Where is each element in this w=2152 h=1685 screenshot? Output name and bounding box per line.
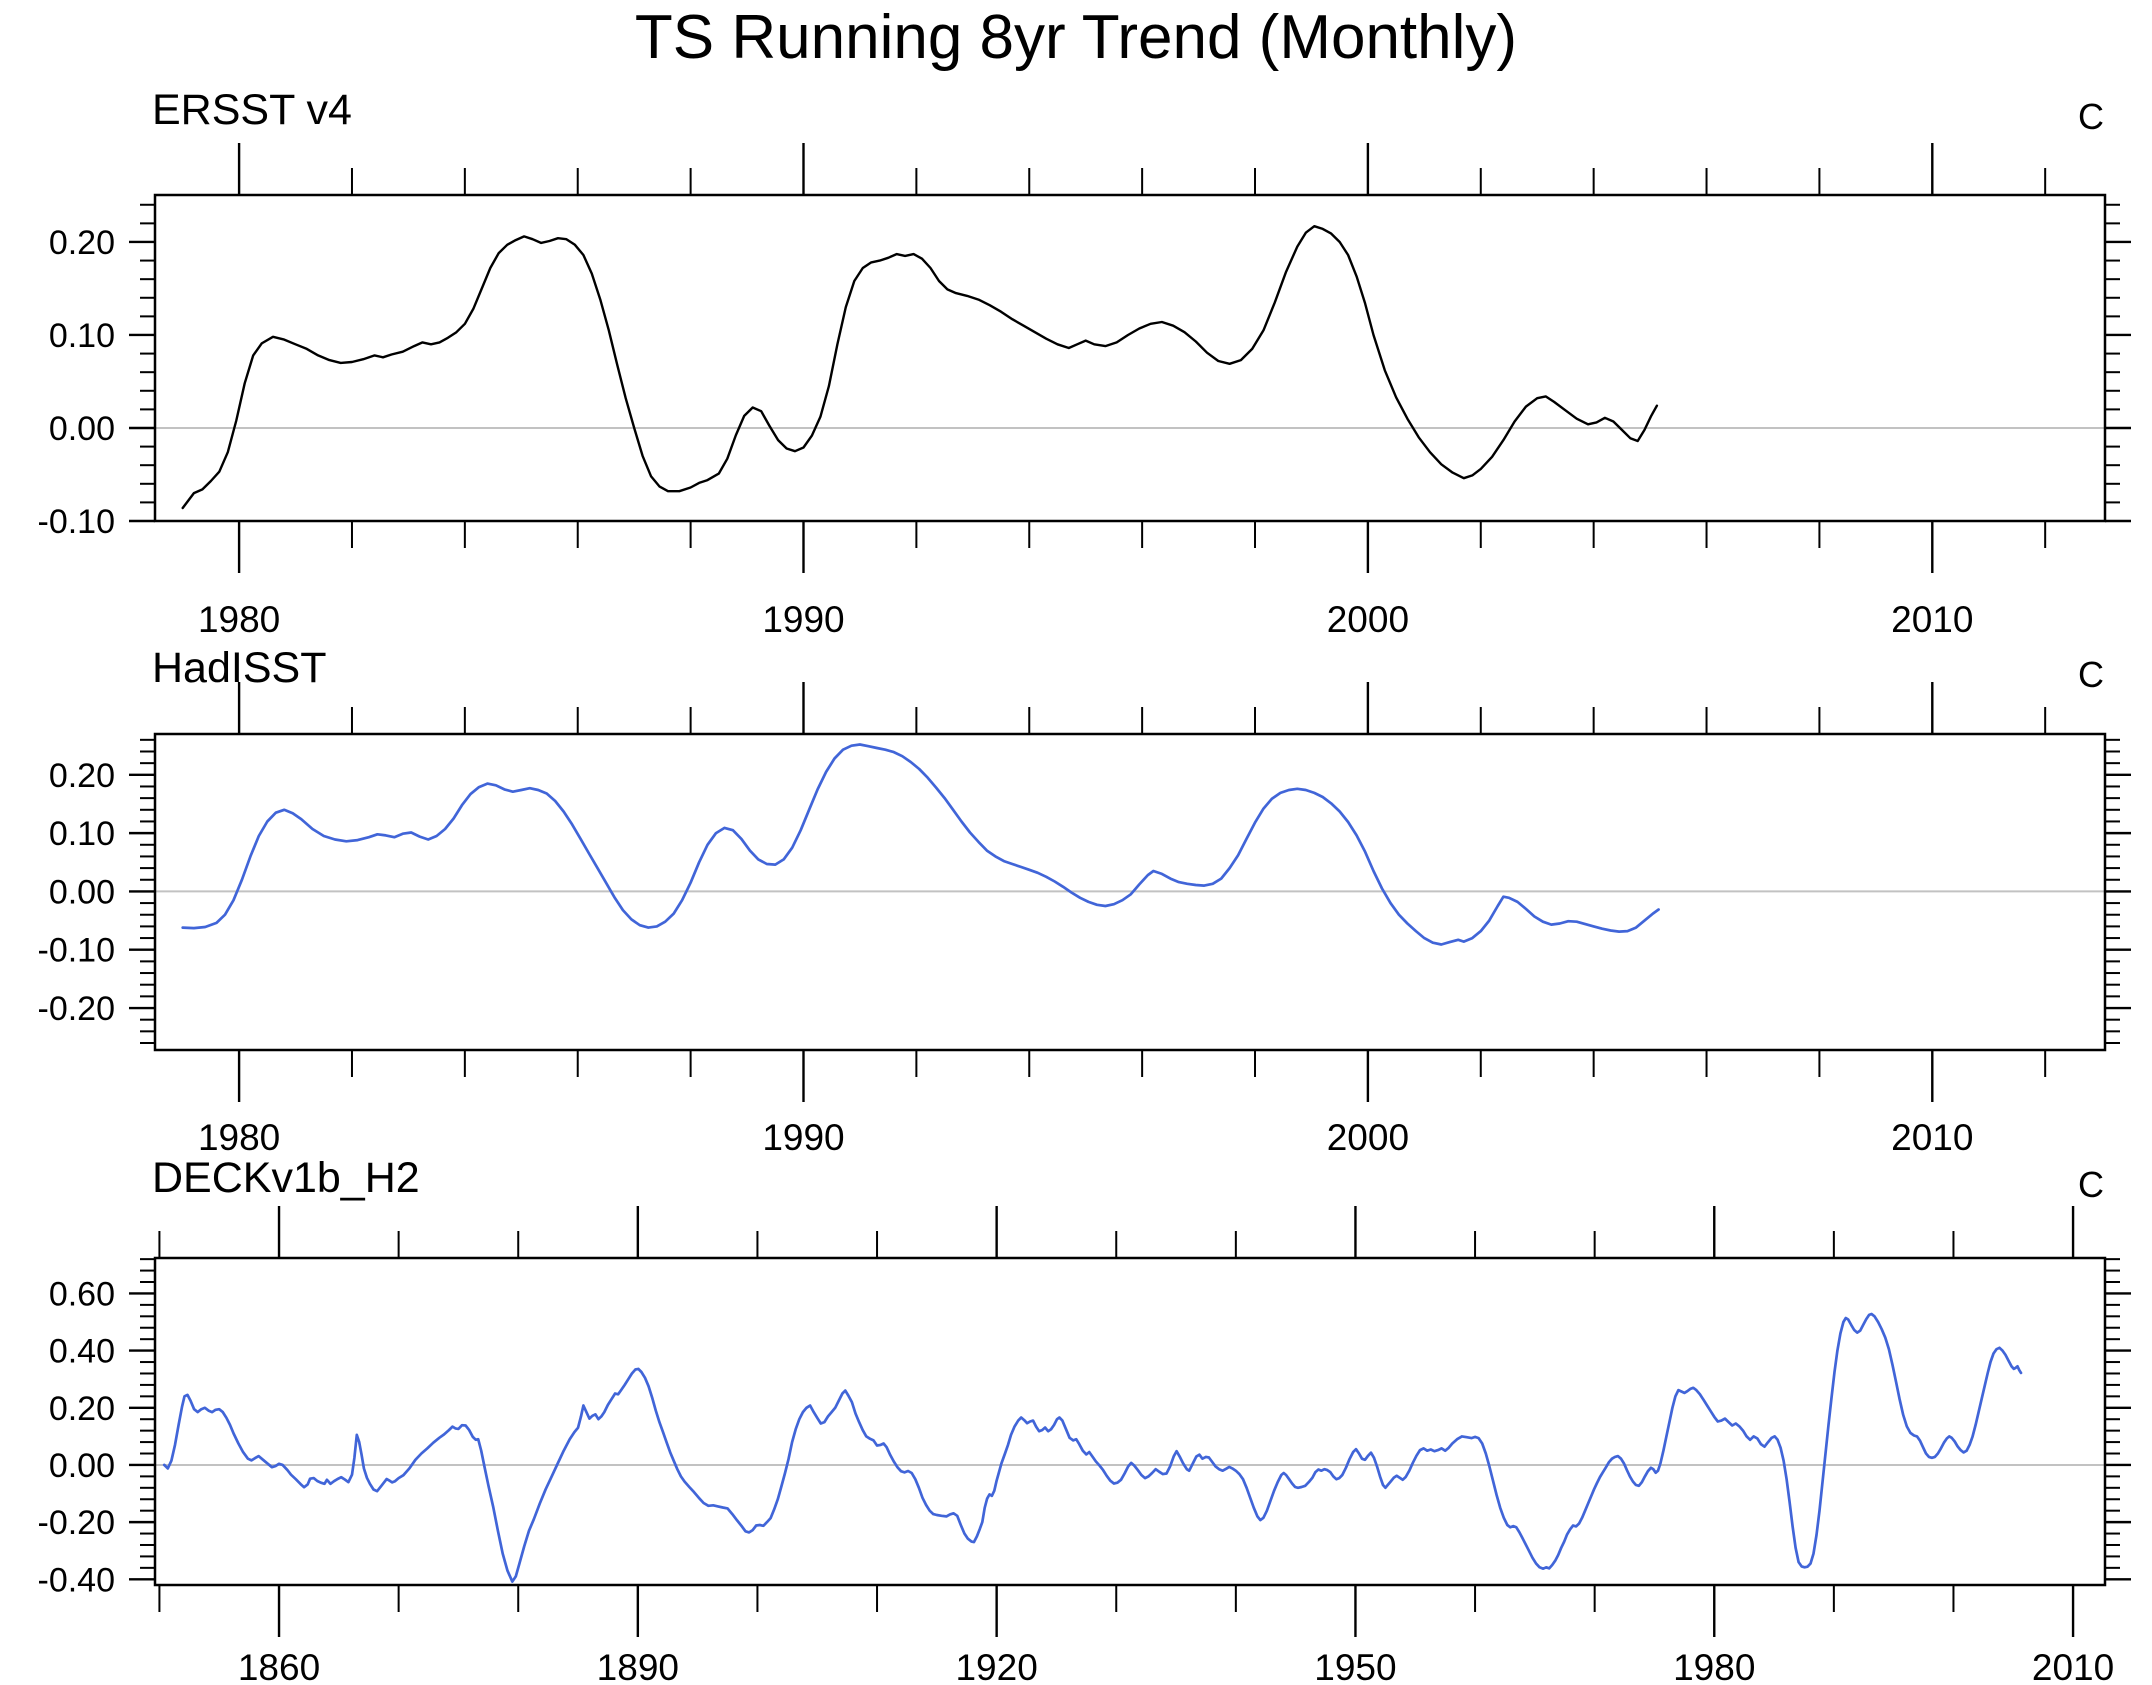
y-tick-label: 0.20 — [49, 757, 115, 795]
x-tick-label: 2010 — [1891, 599, 1973, 640]
x-tick-label: 1980 — [198, 599, 280, 640]
y-tick-label: 0.00 — [49, 873, 115, 911]
x-tick-label: 2000 — [1327, 599, 1409, 640]
figure-title: TS Running 8yr Trend (Monthly) — [634, 3, 1518, 72]
x-tick-label: 1980 — [198, 1117, 280, 1158]
x-tick-label: 1990 — [762, 1117, 844, 1158]
x-tick-label: 1950 — [1314, 1647, 1396, 1685]
x-tick-label: 1860 — [238, 1647, 320, 1685]
unit-label-hadisst: C — [2078, 654, 2104, 695]
y-tick-label: -0.10 — [38, 503, 116, 541]
x-tick-label: 1980 — [1673, 1647, 1755, 1685]
y-tick-label: -0.20 — [38, 990, 116, 1028]
plot-frame — [153, 1256, 2107, 1587]
series-curve-2 — [162, 1312, 2023, 1583]
y-tick-label: 0.10 — [49, 317, 115, 355]
y-tick-label: 0.20 — [49, 224, 115, 262]
x-tick-label: 2010 — [2032, 1647, 2114, 1685]
x-tick-label: 1920 — [955, 1647, 1037, 1685]
y-tick-label: 0.60 — [49, 1275, 115, 1313]
unit-label-deckv1b: C — [2078, 1164, 2104, 1205]
x-tick-label: 2010 — [1891, 1117, 1973, 1158]
x-tick-label: 2000 — [1327, 1117, 1409, 1158]
plot-frame — [153, 193, 2107, 523]
panel-1: 1980 1990 2000 2010 -0.20 -0.10 0.00 0.10 0.20 — [38, 682, 2131, 1158]
unit-label-ersst: C — [2078, 96, 2104, 137]
x-tick-label: 1990 — [762, 599, 844, 640]
y-tick-label: 0.40 — [49, 1333, 115, 1371]
y-tick-label: -0.40 — [38, 1561, 116, 1599]
panel-label-deckv1b: DECKv1b_H2 — [152, 1154, 420, 1202]
y-tick-label: 0.10 — [49, 815, 115, 853]
y-tick-label: 0.00 — [49, 410, 115, 448]
x-tick-label: 1890 — [597, 1647, 679, 1685]
y-tick-label: -0.20 — [38, 1504, 116, 1542]
panel-2: 1860 1890 1920 1950 1980 2010 -0.40 -0.20 0.00 0.… — [38, 1206, 2131, 1685]
y-tick-label: -0.10 — [38, 932, 116, 970]
y-tick-label: 0.00 — [49, 1447, 115, 1485]
y-tick-label: 0.20 — [49, 1390, 115, 1428]
plot-frame — [153, 732, 2107, 1052]
series-curve-1 — [181, 743, 1660, 946]
panel-label-ersst: ERSST v4 — [152, 86, 352, 134]
panel-0: 1980 1990 2000 2010 -0.10 0.00 0.10 0.20 — [38, 143, 2131, 640]
series-curve-0 — [181, 224, 1659, 510]
